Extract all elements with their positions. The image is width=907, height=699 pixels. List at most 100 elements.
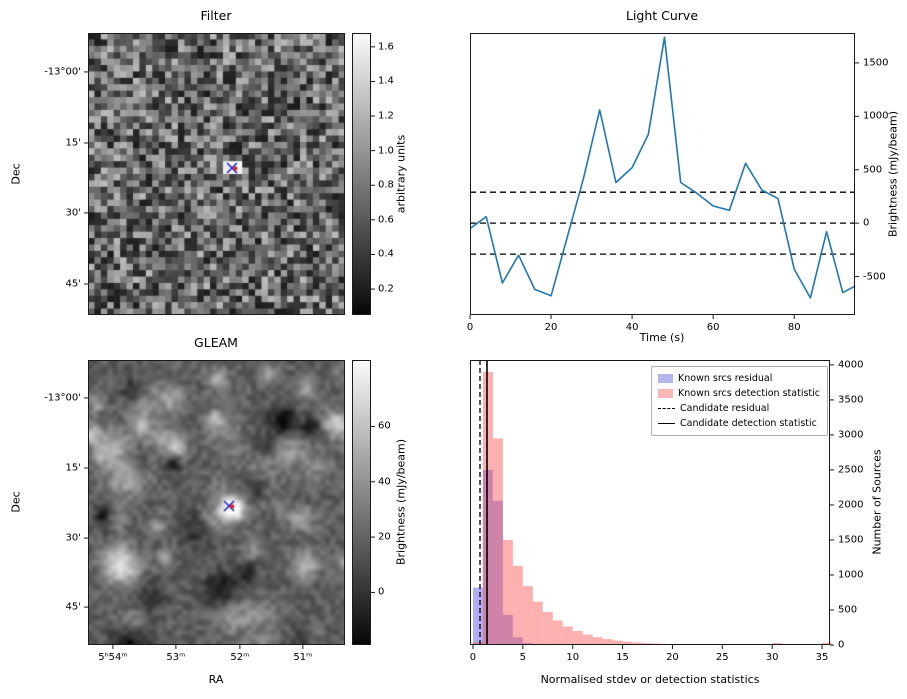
hist-bar [602,639,613,645]
tick-label: 80 [787,322,801,333]
tick-label: 500 [838,604,858,616]
tick-label: 20 [544,322,558,333]
tick-label: 15' [65,137,81,149]
tick-label: 60 [378,420,391,432]
filter-colorbar [352,33,371,315]
legend-label: Candidate residual [680,403,770,414]
tick-label: 500 [863,164,883,176]
hist-bar [592,637,603,645]
tick-label: 0.6 [378,214,394,226]
hist-bar [482,469,493,645]
tick-label: 3000 [838,429,864,441]
filter-image [88,33,345,315]
gleam-image [88,360,345,645]
tick-label: 45' [65,278,81,290]
tick-label: 5 [519,652,527,663]
tick-label: 1.0 [378,145,394,157]
tick-label: 0.2 [378,283,394,295]
hist-bar [552,620,563,645]
tick-label: 52ᵐ [230,652,250,663]
hist-bar [612,640,623,645]
tick-label: 3500 [838,394,864,406]
hist-bar [472,642,483,645]
tick-label: 1.6 [378,41,394,53]
tick-label: 60 [706,322,720,333]
tick-label: 20 [378,531,391,543]
legend-item-candidate-residual: Candidate residual [658,401,820,416]
tick-label: 1.2 [378,110,394,122]
tick-label: 15' [65,462,81,474]
tick-label: 5ʰ54ᵐ [98,652,128,663]
filter-ylabel: Dec [9,163,23,185]
legend-label: Candidate detection statistic [680,418,817,429]
hist-bar [562,626,573,645]
hist-bar [532,601,543,645]
tick-label: 1000 [838,569,864,581]
histogram-ylabel: Number of Sources [870,449,884,555]
tick-label: -13°00' [44,66,81,78]
hist-bar [582,634,593,645]
tick-label: 15 [616,652,629,663]
tick-label: 1500 [838,534,864,546]
tick-label: 40 [625,322,639,333]
tick-label: 1.4 [378,75,394,87]
gleam-panel-title: GLEAM [194,335,238,350]
light-curve-xlabel: Time (s) [639,331,685,344]
tick-label: 0 [378,586,385,598]
tick-label: 0 [863,217,870,229]
light-curve-line [469,36,856,299]
light-curve-plot [469,33,859,319]
gleam-xlabel: RA [208,673,224,686]
filter-colorbar-label: arbitrary units [394,134,408,214]
hist-bar [522,586,533,645]
hist-bar [572,631,583,645]
tick-label: 0.4 [378,248,394,260]
tick-label: 0.8 [378,179,394,191]
tick-label: 0 [466,322,474,333]
legend-label: Known srcs residual [678,373,773,384]
legend-item-known-detstat: Known srcs detection statistic [658,386,820,401]
legend-label: Known srcs detection statistic [678,388,820,399]
hist-bar [512,565,523,645]
plot-frame [470,33,855,315]
tick-label: 4000 [838,359,864,371]
tick-label: 51ᵐ [293,652,313,663]
legend-patch-residual-icon [658,374,673,383]
light-curve-panel-title: Light Curve [625,8,699,23]
hist-bar [542,612,553,645]
histogram-plot [470,360,834,649]
histogram-xlabel: Normalised stdev or detection statistics [540,673,760,686]
tick-label: 1500 [863,57,889,69]
hist-bar [622,641,633,645]
tick-label: -500 [863,271,886,283]
tick-label: 10 [566,652,580,663]
gleam-ylabel: Dec [9,491,23,513]
hist-bar [472,587,483,645]
tick-label: 0 [469,652,477,663]
tick-label: -13°00' [44,392,81,404]
light-curve-ylabel: Brightness (mJy/beam) [886,110,900,238]
tick-label: 20 [666,652,679,663]
tick-label: 45' [65,601,81,613]
tick-label: 1000 [863,110,889,122]
tick-label: 30' [65,532,81,544]
tick-label: 30 [765,652,779,663]
tick-label: 2000 [838,499,864,511]
hist-bar [502,539,513,645]
hist-bar [512,637,523,645]
hist-bar [822,642,832,645]
tick-label: 53ᵐ [166,652,186,663]
gleam-colorbar [352,360,371,645]
gleam-colorbar-label: Brightness (mJy/beam) [394,438,408,566]
tick-label: 2500 [838,464,864,476]
filter-panel-title: Filter [200,8,232,23]
histogram-legend: Known srcs residual Known srcs detection… [651,366,828,436]
tick-label: 40 [378,476,391,488]
hist-bar [502,614,513,645]
legend-solid-line-icon [658,423,675,424]
tick-label: 0 [838,639,845,651]
hist-bar [492,500,503,645]
plot-frame [470,360,830,645]
legend-patch-detstat-icon [658,389,673,398]
